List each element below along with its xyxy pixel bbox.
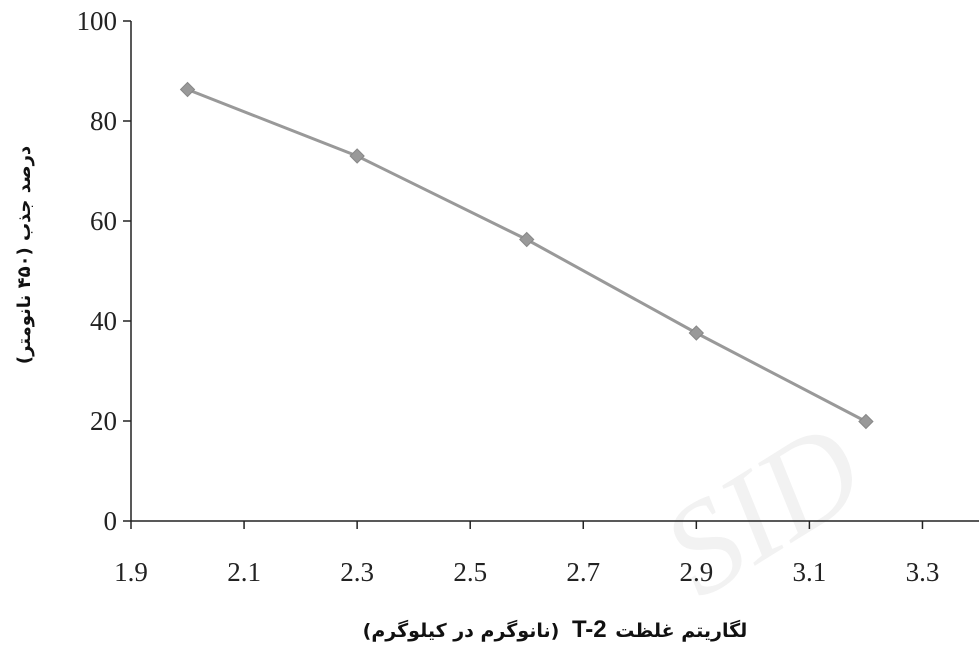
x-tick-label: 2.3 (340, 557, 374, 587)
data-point (519, 231, 535, 248)
y-tick-label: 0 (104, 506, 118, 536)
series-line (186, 88, 867, 423)
y-axis-title: درصد جذب (۴۵۰ نانومتر) (14, 146, 35, 364)
data-point (688, 325, 705, 341)
y-tick-label: 80 (90, 106, 117, 136)
data-point (179, 81, 196, 98)
y-tick-label: 20 (90, 406, 117, 436)
plot-area (130, 21, 979, 522)
x-axis-title-text: لگاریتم غلظت (615, 619, 747, 642)
x-axis: 1.9 2.1 2.3 2.5 2.7 2.9 3.1 3.3 (114, 521, 939, 587)
data-point (858, 413, 874, 430)
y-tick-label: 40 (90, 306, 117, 336)
y-tick-label: 100 (77, 6, 118, 36)
x-tick-label: 2.1 (227, 557, 261, 587)
watermark: SID (639, 395, 887, 624)
y-axis: 0 20 40 60 80 100 (77, 6, 131, 536)
x-tick-label: 2.9 (679, 557, 713, 587)
x-axis-title-latin: T-2 (572, 616, 607, 643)
x-tick-label: 3.1 (793, 557, 827, 587)
x-tick-label: 2.7 (566, 557, 600, 587)
x-axis-title: (نانوگرم در کیلوگرم) T-2 لگاریتم غلظت (363, 616, 748, 643)
x-tick-label: 2.5 (453, 557, 487, 587)
y-tick-label: 60 (90, 206, 117, 236)
x-tick-label: 3.3 (906, 557, 940, 587)
data-point (349, 148, 365, 164)
x-tick-label: 1.9 (114, 557, 148, 587)
series-layer (179, 81, 874, 430)
x-axis-title-units: (نانوگرم در کیلوگرم) (363, 619, 560, 642)
